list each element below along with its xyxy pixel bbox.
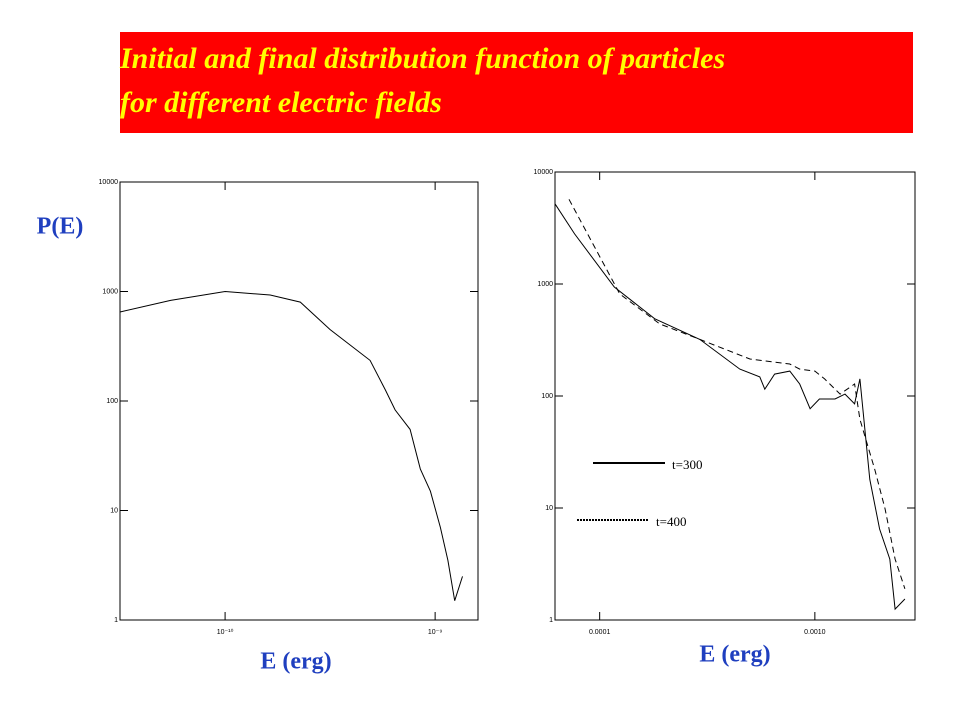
title-line: Initial and final distribution function …	[119, 42, 725, 75]
x-tick-label: 10⁻¹⁰	[217, 628, 234, 636]
y-tick-label: 1000	[537, 281, 553, 288]
data-line	[554, 203, 906, 611]
plot-frame	[119, 181, 479, 621]
y-axis-label: P(E)	[37, 214, 84, 240]
x-axis-label: E (erg)	[699, 642, 770, 668]
x-tick-label: 10⁻⁹	[428, 629, 442, 636]
title-box	[120, 32, 913, 133]
legend-label: t=300	[672, 457, 702, 472]
y-tick-label: 1	[114, 617, 118, 624]
y-tick-label: 1	[549, 617, 553, 624]
y-tick-label: 100	[541, 393, 553, 400]
y-tick-label: 100	[106, 398, 118, 405]
x-tick-label: 0.0010	[804, 629, 826, 636]
plot-frame	[554, 171, 916, 621]
x-axis-label: E (erg)	[260, 649, 331, 675]
title-line: for different electric fields	[120, 86, 442, 119]
y-tick-label: 10	[545, 505, 553, 512]
x-tick-label: 0.0001	[589, 629, 611, 636]
y-tick-label: 10	[110, 507, 118, 514]
y-tick-label: 1000	[102, 288, 118, 295]
data-line	[119, 290, 463, 601]
y-tick-label: 10000	[534, 169, 554, 176]
data-line	[568, 199, 906, 589]
legend-label: t=400	[656, 514, 686, 529]
y-tick-label: 10000	[99, 179, 119, 186]
